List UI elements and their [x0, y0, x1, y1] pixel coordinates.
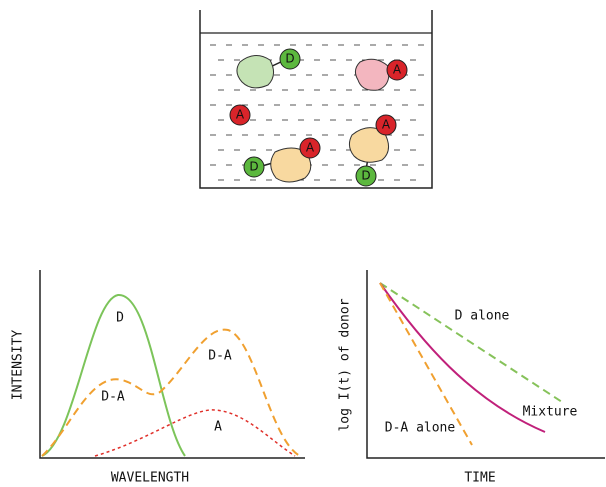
- protein: [270, 147, 312, 183]
- x-axis-label: TIME: [464, 471, 495, 486]
- acceptor-marker: A: [229, 104, 251, 126]
- acceptor-marker: A: [375, 114, 397, 136]
- curve-label: D alone: [455, 309, 510, 324]
- curve-label: D-A: [208, 349, 232, 364]
- protein: [354, 58, 390, 91]
- marker-label: D: [249, 160, 258, 174]
- mixture-curve: [41, 328, 301, 457]
- marker-label: A: [382, 118, 391, 132]
- marker-label: A: [236, 108, 245, 122]
- axes: [39, 270, 305, 459]
- axes: [366, 270, 605, 459]
- curve-label: D-A alone: [385, 421, 456, 436]
- y-axis-label: log I(t) of donor: [338, 298, 353, 431]
- curve-label: D: [116, 311, 124, 326]
- y-axis-label: INTENSITY: [11, 330, 26, 401]
- donor-marker: D: [355, 165, 377, 187]
- donor-marker: D: [279, 48, 301, 70]
- protein: [236, 55, 274, 89]
- donor-decay: [379, 282, 563, 403]
- acceptor-marker: A: [386, 59, 408, 81]
- da-decay: [379, 282, 473, 446]
- curve-label: A: [214, 420, 222, 435]
- marker-label: A: [306, 141, 315, 155]
- curve-label: Mixture: [523, 405, 578, 420]
- decay-panel: log I(t) of donor TIME D alone Mixture D…: [338, 270, 605, 486]
- acceptor-marker: A: [299, 137, 321, 159]
- donor-curve: [41, 293, 186, 457]
- beaker: D A A A D A D: [199, 10, 433, 189]
- marker-label: A: [393, 63, 402, 77]
- donor-marker: D: [243, 156, 265, 178]
- spectrum-panel: INTENSITY WAVELENGTH D D-A D-A A: [11, 270, 305, 486]
- acceptor-curve: [94, 409, 296, 457]
- marker-label: D: [361, 169, 370, 183]
- protein: [348, 127, 389, 163]
- beaker-wall: [199, 10, 433, 189]
- x-axis-label: WAVELENGTH: [111, 471, 189, 486]
- marker-label: D: [285, 52, 294, 66]
- mixture-decay: [379, 282, 546, 433]
- curve-label: D-A: [101, 390, 125, 405]
